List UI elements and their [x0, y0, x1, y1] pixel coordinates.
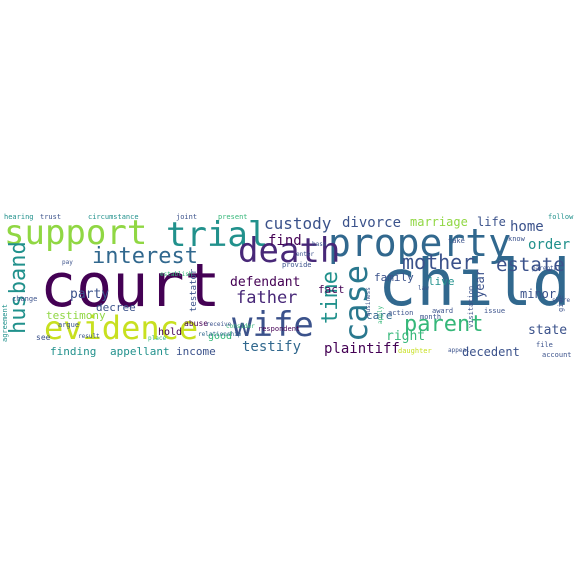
cloud-word: consider — [226, 323, 255, 330]
cloud-word: finding — [50, 345, 97, 358]
cloud-word: live — [428, 275, 455, 288]
cloud-word: trial — [166, 215, 269, 255]
cloud-word: decree — [96, 301, 136, 314]
cloud-word: custody — [264, 214, 332, 233]
cloud-word: share — [552, 297, 571, 304]
cloud-word: abuse — [184, 319, 209, 328]
cloud-word: relationship — [198, 331, 242, 338]
cloud-word: year — [473, 269, 487, 298]
cloud-word: parental — [532, 265, 561, 272]
cloud-word: hearing — [4, 213, 34, 221]
cloud-word: hold — [158, 327, 183, 338]
cloud-word: enter — [296, 251, 315, 258]
cloud-word: receive — [206, 321, 232, 328]
cloud-word: husband — [6, 241, 31, 334]
cloud-word: court — [40, 251, 221, 321]
cloud-word: place — [148, 335, 167, 342]
cloud-word: take — [448, 237, 465, 245]
cloud-word: visitation — [467, 285, 475, 328]
cloud-word: pay — [62, 259, 73, 266]
cloud-word: estate — [496, 254, 565, 276]
cloud-word: apply — [377, 305, 384, 324]
cloud-word: decedent — [462, 345, 520, 359]
cloud-word: child — [378, 247, 571, 321]
cloud-word: issue — [484, 307, 506, 315]
cloud-word: parent — [404, 312, 484, 337]
cloud-word: home — [510, 219, 544, 235]
cloud-word: file — [536, 341, 553, 349]
cloud-word: result — [78, 333, 100, 340]
cloud-word: agreement — [1, 304, 9, 342]
cloud-word: life — [477, 215, 506, 229]
cloud-word: party — [70, 287, 110, 302]
cloud-word: know — [508, 235, 525, 243]
cloud-word: mother — [402, 250, 475, 274]
cloud-word: good — [208, 331, 233, 342]
cloud-word: marriage — [410, 215, 468, 229]
cloud-word: testify — [242, 339, 302, 355]
cloud-word: award — [432, 307, 454, 315]
cloud-word: evidence — [44, 309, 199, 347]
cloud-word: order — [528, 237, 571, 253]
cloud-word: care — [366, 309, 393, 322]
cloud-word: plaintiff — [324, 341, 400, 357]
cloud-word: base — [312, 241, 327, 248]
cloud-word: change — [12, 295, 38, 303]
cloud-word: death — [238, 231, 341, 271]
cloud-word: account — [542, 351, 572, 359]
cloud-word: testimony — [46, 309, 106, 322]
cloud-word: circumstance — [88, 213, 139, 221]
cloud-word: business — [365, 287, 372, 316]
cloud-word: argue — [58, 321, 80, 329]
word-cloud: child court support trial property death… — [0, 212, 576, 364]
cloud-word: joint — [176, 213, 198, 221]
cloud-word: income — [176, 345, 216, 358]
cloud-word: support — [4, 213, 148, 253]
cloud-word: respondent — [258, 325, 301, 333]
cloud-word: law — [418, 285, 429, 292]
cloud-word: present — [218, 213, 248, 221]
cloud-word: trust — [40, 213, 62, 221]
cloud-word: state — [528, 323, 568, 338]
cloud-word: defendant — [230, 275, 301, 290]
cloud-word: daughter — [398, 347, 432, 355]
cloud-word: action — [388, 309, 414, 317]
cloud-word: interest — [92, 244, 198, 269]
cloud-word: establish — [160, 271, 193, 278]
cloud-word: father — [236, 288, 298, 308]
cloud-word: see — [36, 333, 51, 342]
cloud-word: find — [268, 233, 302, 249]
cloud-word: divorce — [342, 215, 402, 231]
cloud-word: wife — [232, 305, 314, 345]
cloud-word: appellant — [110, 345, 170, 358]
cloud-word: property — [328, 221, 512, 265]
cloud-word: minor — [520, 287, 557, 301]
cloud-word: provide — [282, 261, 312, 269]
cloud-word: appeal — [448, 347, 470, 354]
cloud-word: right — [386, 329, 426, 344]
cloud-word: follow — [548, 213, 574, 221]
cloud-word: time — [318, 271, 343, 324]
cloud-word: fact — [318, 283, 345, 296]
cloud-word: family — [374, 271, 414, 284]
cloud-word: month — [420, 313, 442, 321]
